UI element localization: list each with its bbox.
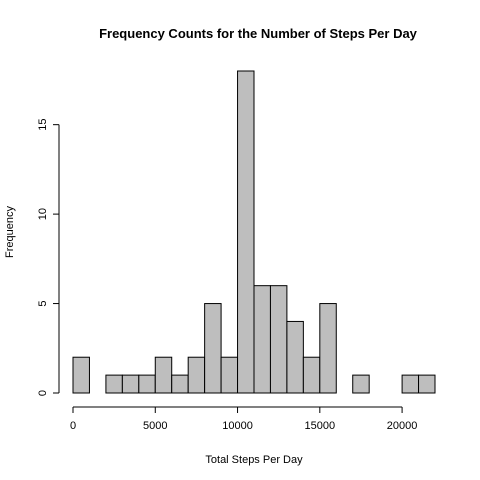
histogram-bar-7 xyxy=(187,356,206,394)
histogram-bar-14 xyxy=(302,356,321,394)
histogram-bar-10 xyxy=(237,70,255,394)
histogram-bar-0 xyxy=(72,356,90,394)
x-tick-label: 5000 xyxy=(143,420,167,432)
x-axis: 0 5000 10000 15000 20000 xyxy=(70,406,418,432)
y-tick-label: 5 xyxy=(37,300,49,306)
y-axis: 0 5 10 15 xyxy=(37,119,60,396)
x-tick-label: 20000 xyxy=(387,420,418,432)
histogram-bar-2 xyxy=(105,374,123,394)
x-tick-label: 0 xyxy=(70,420,76,432)
histogram-bar-4 xyxy=(138,374,156,394)
histogram-bar-6 xyxy=(171,374,189,394)
histogram-bar-13 xyxy=(286,320,304,394)
histogram-bar-9 xyxy=(220,356,239,394)
x-tick-label: 10000 xyxy=(222,420,253,432)
y-axis-label: Frequency xyxy=(4,206,16,258)
x-axis-label: Total Steps Per Day xyxy=(205,454,303,466)
x-tick-label: 15000 xyxy=(305,420,336,432)
bars-layer xyxy=(72,70,436,394)
y-tick-label: 0 xyxy=(37,390,49,396)
chart-title: Frequency Counts for the Number of Steps… xyxy=(99,26,418,41)
histogram-bar-12 xyxy=(269,285,288,394)
histogram-bar-5 xyxy=(154,356,173,394)
histogram-bar-21 xyxy=(418,374,436,394)
y-tick-label: 15 xyxy=(37,119,49,131)
histogram-bar-15 xyxy=(319,303,337,394)
y-tick-label: 10 xyxy=(37,208,49,220)
histogram-bar-3 xyxy=(121,374,140,394)
histogram-bar-8 xyxy=(204,303,222,394)
histogram-bar-11 xyxy=(253,285,271,394)
histogram-bar-20 xyxy=(401,374,420,394)
histogram-bar-17 xyxy=(352,374,370,394)
